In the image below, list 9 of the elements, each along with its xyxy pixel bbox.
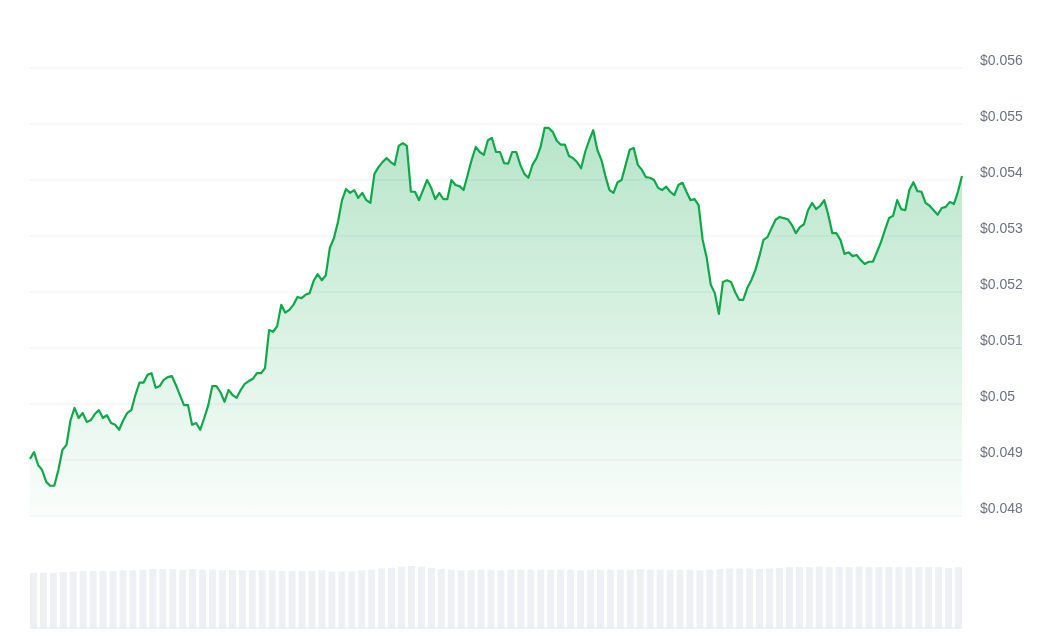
y-tick-label: $0.049 <box>980 444 1024 460</box>
y-tick-label: $0.056 <box>980 52 1024 68</box>
y-tick-label: $0.055 <box>980 108 1024 124</box>
y-tick-label: $0.052 <box>980 276 1024 292</box>
y-tick-label: $0.054 <box>980 164 1024 180</box>
y-tick-label: $0.048 <box>980 500 1024 516</box>
y-tick-label: $0.053 <box>980 220 1024 236</box>
y-tick-label: $0.05 <box>980 388 1016 404</box>
y-tick-label: $0.051 <box>980 332 1024 348</box>
